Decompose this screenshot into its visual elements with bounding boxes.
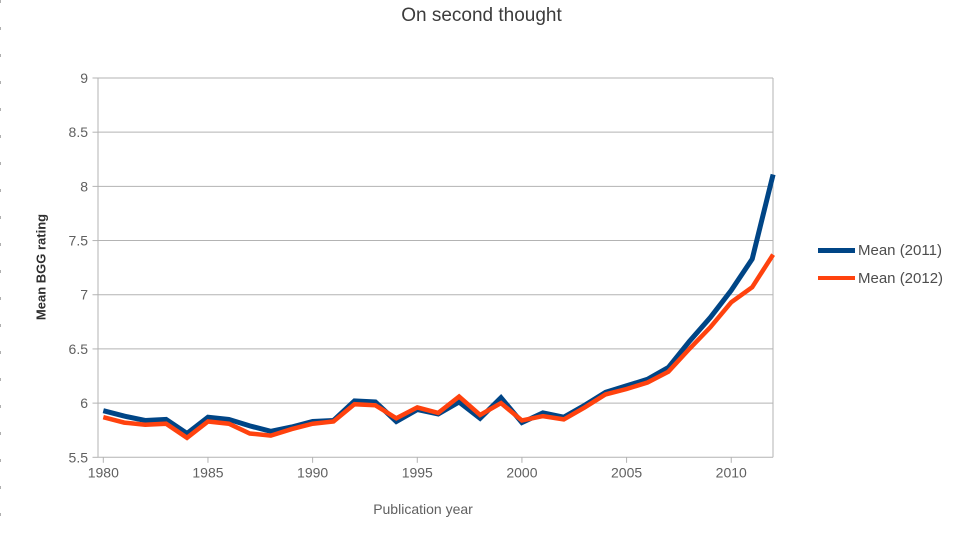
series-line-1 xyxy=(102,253,775,441)
legend-item-mean-2011: Mean (2011) xyxy=(818,236,943,264)
x-tick-label: 2000 xyxy=(506,464,537,480)
y-tick-label: 5.5 xyxy=(69,449,89,465)
chart-title: On second thought xyxy=(401,5,562,26)
legend-item-mean-2012: Mean (2012) xyxy=(818,264,943,292)
legend-label-mean-2012: Mean (2012) xyxy=(858,269,944,287)
y-tick-label: 6 xyxy=(80,395,88,411)
x-axis-title: Publication year xyxy=(373,501,473,517)
x-tick-label: 2010 xyxy=(716,464,747,480)
legend-swatch-mean-2012 xyxy=(818,275,855,281)
x-tick-label: 1985 xyxy=(192,464,223,480)
x-tick-label: 2005 xyxy=(611,464,642,480)
x-tick-label: 1980 xyxy=(88,464,119,480)
y-tick-label: 9 xyxy=(80,70,88,86)
y-tick-label: 8 xyxy=(80,178,88,194)
y-tick-label: 7 xyxy=(80,287,88,303)
y-tick-label: 6.5 xyxy=(69,341,89,357)
legend-label-mean-2011: Mean (2011) xyxy=(858,241,942,259)
x-tick-label: 1990 xyxy=(297,464,328,480)
series-line-0 xyxy=(102,173,776,437)
x-tick-label: 1995 xyxy=(402,464,433,480)
y-tick-label: 8.5 xyxy=(69,124,89,140)
legend-swatch-mean-2011 xyxy=(818,247,855,253)
legend: Mean (2011) Mean (2012) xyxy=(818,236,943,292)
page-edge-dashes xyxy=(0,0,1,535)
y-tick-label: 7.5 xyxy=(69,233,89,249)
